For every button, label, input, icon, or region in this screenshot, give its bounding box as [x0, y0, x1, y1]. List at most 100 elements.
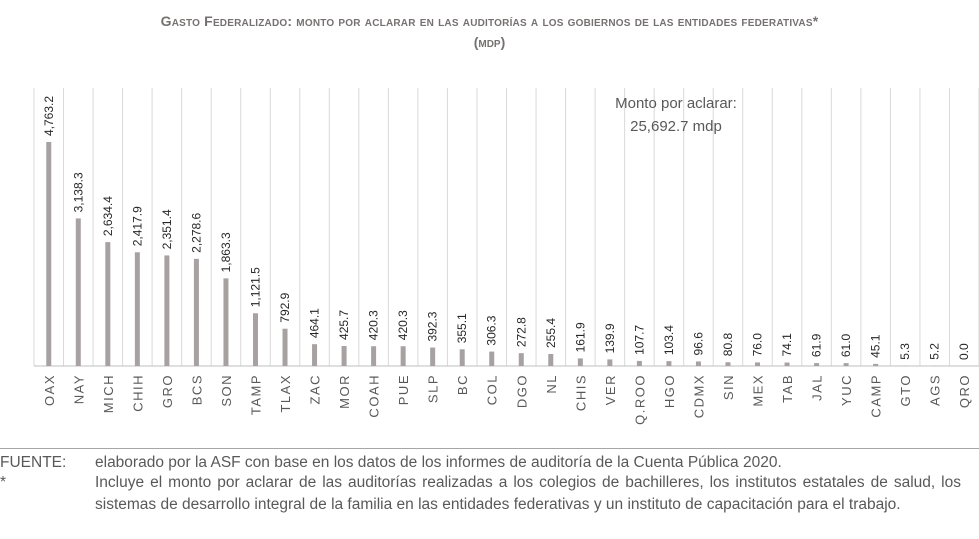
bar-coah — [371, 346, 377, 366]
category-label: GRO — [160, 374, 175, 408]
annotation-line-1: Monto por aclarar: — [615, 95, 737, 112]
category-label: NAY — [71, 374, 86, 404]
category-label: GTO — [898, 374, 913, 406]
bar-nay — [75, 218, 81, 366]
category-label: MEX — [751, 374, 766, 407]
grid-lines — [33, 88, 979, 367]
category-labels: OAX NAY MICH CHIH GRO BCS SON TAMP TLAX ZAC MOR COA… — [42, 374, 972, 425]
category-label: BC — [455, 374, 470, 395]
bar-chih — [134, 252, 140, 366]
bar-sin — [725, 362, 731, 366]
bar-jal — [814, 363, 820, 366]
category-label: DGO — [514, 374, 529, 408]
value-label: 45.1 — [869, 334, 883, 358]
category-label: BCS — [189, 374, 204, 405]
category-label: AGS — [928, 374, 943, 406]
bar-yuc — [843, 363, 849, 366]
value-label: 2,634.4 — [101, 196, 115, 236]
value-label: 464.1 — [308, 308, 322, 338]
value-label: 420.3 — [396, 310, 410, 340]
asterisk-text: Incluye el monto por aclarar de las audi… — [95, 474, 961, 513]
value-label: 425.7 — [337, 310, 351, 340]
category-label: PUE — [396, 374, 411, 405]
category-label: MICH — [101, 374, 116, 413]
bars — [46, 142, 938, 366]
value-label: 61.9 — [810, 333, 824, 357]
bar-tab — [784, 362, 790, 366]
value-label: 355.1 — [455, 313, 469, 343]
bar-slp — [430, 347, 436, 366]
bar-tamp — [252, 313, 258, 366]
category-label: TAMP — [248, 374, 263, 415]
category-label: OAX — [42, 374, 57, 406]
bar-zac — [312, 344, 318, 366]
category-label: SIN — [721, 374, 736, 400]
value-label: 80.8 — [721, 333, 735, 357]
category-label: ZAC — [308, 374, 323, 405]
bar-mich — [105, 242, 111, 366]
category-label: NL — [544, 374, 559, 394]
bar-bcs — [193, 258, 199, 366]
source-label: FUENTE: — [0, 454, 67, 471]
annotation-line-2: 25,692.7 mdp — [630, 118, 722, 135]
category-label: CAMP — [869, 374, 884, 418]
bar-ver — [607, 359, 613, 366]
bar-dgo — [518, 353, 524, 366]
category-label: VER — [603, 374, 618, 405]
category-label: Q.ROO — [632, 374, 647, 425]
bar-camp — [873, 363, 879, 366]
bar-pue — [400, 346, 406, 366]
value-label: 139.9 — [603, 323, 617, 353]
value-label: 161.9 — [573, 322, 587, 352]
value-label: 255.4 — [544, 318, 558, 348]
asterisk-label: * — [0, 474, 7, 491]
category-label: TAB — [780, 374, 795, 403]
value-label: 5.3 — [898, 343, 912, 360]
bar-nl — [548, 353, 554, 366]
bar-qroo — [636, 360, 642, 366]
bar-mor — [341, 345, 347, 366]
bar-col — [489, 351, 495, 366]
value-label: 5.2 — [928, 343, 942, 360]
value-label: 792.9 — [278, 292, 292, 322]
category-label: SLP — [426, 374, 441, 403]
category-label: QRO — [957, 374, 972, 408]
category-label: MOR — [337, 374, 352, 409]
value-label: 107.7 — [632, 325, 646, 355]
category-label: YUC — [839, 374, 854, 406]
value-label: 306.3 — [485, 315, 499, 345]
bar-mex — [755, 362, 761, 366]
value-label: 392.3 — [426, 311, 440, 341]
value-label: 272.8 — [514, 317, 528, 347]
bar-gro — [164, 255, 170, 366]
chart-title: Gasto Federalizado: monto por aclarar en… — [160, 13, 819, 29]
value-label: 2,417.9 — [130, 206, 144, 246]
bar-tlax — [282, 328, 288, 366]
chart-subtitle: (mdp) — [473, 34, 506, 50]
footnote-divider — [0, 448, 979, 449]
bar-chart: 4,763.2 3,138.3 2,634.4 2,417.9 2,351.4 2,278… — [33, 88, 979, 425]
value-label: 103.4 — [662, 325, 676, 355]
value-label: 3,138.3 — [71, 172, 85, 212]
category-label: SON — [219, 374, 234, 407]
value-label: 2,278.6 — [189, 212, 203, 252]
value-label: 420.3 — [367, 310, 381, 340]
bar-bc — [459, 349, 465, 366]
bar-cdmx — [695, 361, 701, 366]
value-label: 76.0 — [751, 333, 765, 357]
category-label: COL — [485, 374, 500, 405]
annotation-box: Monto por aclarar: 25,692.7 mdp — [615, 95, 737, 135]
bar-hgo — [666, 361, 672, 366]
bar-oax — [46, 142, 52, 366]
category-label: CDMX — [691, 374, 706, 418]
value-label: 1,863.3 — [219, 232, 233, 272]
value-labels: 4,763.2 3,138.3 2,634.4 2,417.9 2,351.4 2,278… — [42, 96, 971, 360]
category-label: CHIH — [130, 374, 145, 412]
value-label: 61.0 — [839, 333, 853, 357]
value-label: 96.6 — [691, 332, 705, 356]
category-label: CHIS — [573, 374, 588, 411]
source-text: elaborado por la ASF con base en los dat… — [95, 454, 782, 471]
value-label: 1,121.5 — [248, 267, 262, 307]
category-label: TLAX — [278, 374, 293, 413]
category-label: HGO — [662, 374, 677, 408]
